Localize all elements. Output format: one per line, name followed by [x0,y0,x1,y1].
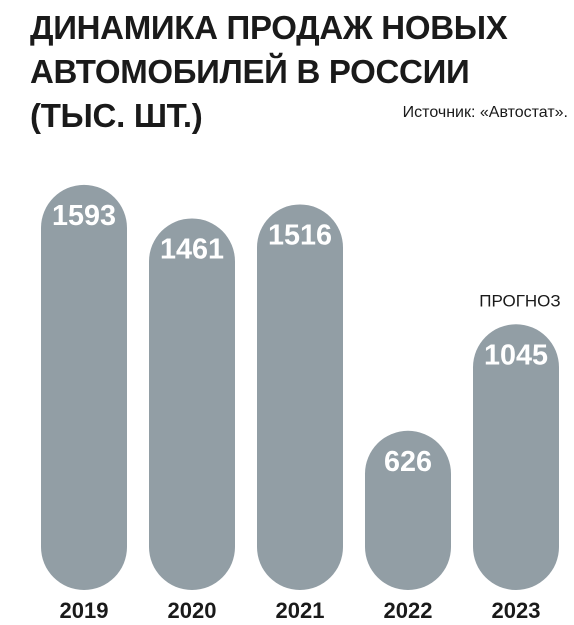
bar-annotation-2023: ПРОГНОЗ [479,291,560,310]
bars-group: 1593 2019 1461 2020 1516 2021 626 2022 1045 2023 П… [41,184,561,623]
bar-value-label-2021: 1516 [268,219,332,251]
bar-value-label-2022: 626 [384,446,432,478]
bar-value-label-2023: 1045 [484,339,548,371]
x-tick-label-2023: 2023 [492,598,541,623]
bar-2021 [257,204,343,590]
x-tick-label-2021: 2021 [276,598,325,623]
chart-title: ДИНАМИКА ПРОДАЖ НОВЫХ АВТОМОБИЛЕЙ В РОСС… [30,6,550,138]
x-tick-label-2020: 2020 [168,598,217,623]
bar-value-label-2019: 1593 [52,200,116,232]
chart-title-line-2: АВТОМОБИЛЕЙ В РОССИИ [30,53,470,90]
bar-value-label-2020: 1461 [160,233,224,265]
x-tick-label-2022: 2022 [384,598,433,623]
chart-source: Источник: «Автостат». [402,104,568,121]
chart-title-line-3: (ТЫС. ШТ.) [30,97,203,134]
x-tick-label-2019: 2019 [60,598,109,623]
bar-2023 [473,324,559,590]
bar-2022 [365,430,451,590]
bar-2019 [41,184,127,591]
chart-title-line-1: ДИНАМИКА ПРОДАЖ НОВЫХ [30,9,508,46]
bar-2020 [149,218,235,590]
